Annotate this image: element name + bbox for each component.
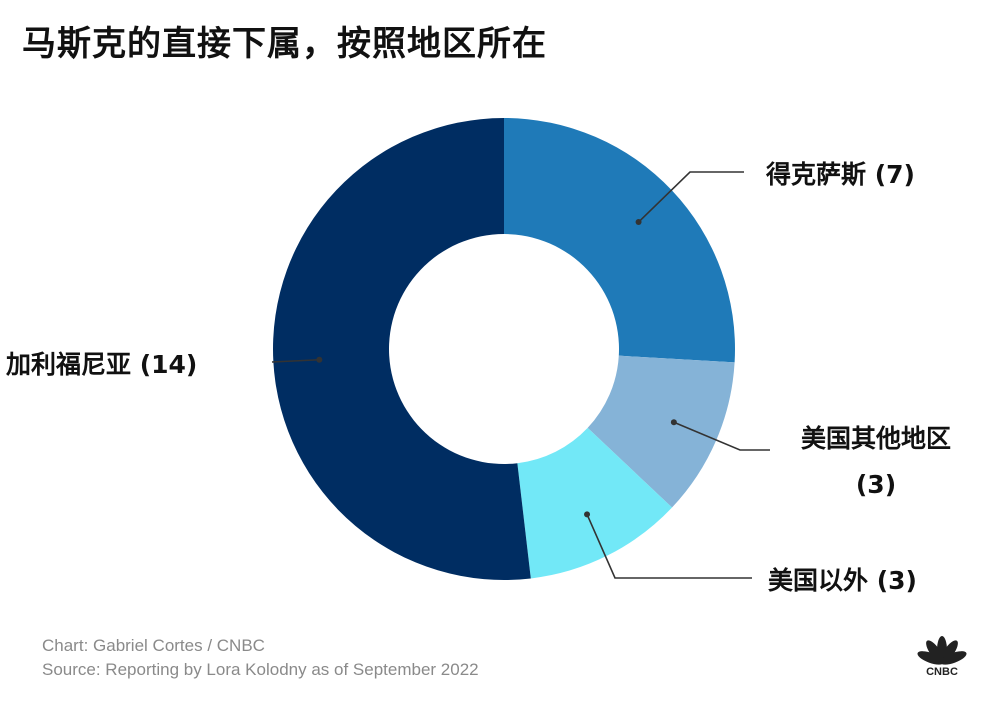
cnbc-logo-text: CNBC — [926, 666, 958, 678]
slice-label-2-line-1: 美国其他地区 — [801, 424, 951, 453]
slice-label-1: 得克萨斯 (7) — [765, 160, 915, 189]
leader-dot-2 — [670, 419, 677, 426]
chart-credit: Chart: Gabriel Cortes / CNBC — [42, 636, 265, 655]
source-credit: Source: Reporting by Lora Kolodny as of … — [42, 660, 479, 679]
leader-line-2 — [673, 421, 770, 451]
leader-dot-3 — [584, 511, 591, 518]
cnbc-logo: CNBC — [912, 630, 972, 682]
donut-slice-1 — [504, 118, 735, 363]
donut-slice-2 — [587, 355, 735, 508]
leader-line-4 — [271, 358, 320, 363]
donut-slice-4 — [272, 118, 531, 580]
cnbc-peacock-icon — [917, 636, 967, 665]
chart-title: 马斯克的直接下属，按照地区所在 — [22, 24, 547, 64]
slice-label-2-line-2: (3) — [856, 470, 896, 499]
leader-dot-1 — [635, 219, 642, 226]
donut-slice-3 — [517, 427, 673, 579]
leader-dot-4 — [316, 356, 323, 363]
slice-label-4: 加利福尼亚 (14) — [5, 350, 197, 379]
leader-line-3 — [586, 514, 752, 579]
leader-line-1 — [638, 171, 744, 223]
slice-label-3: 美国以外 (3) — [768, 566, 917, 595]
